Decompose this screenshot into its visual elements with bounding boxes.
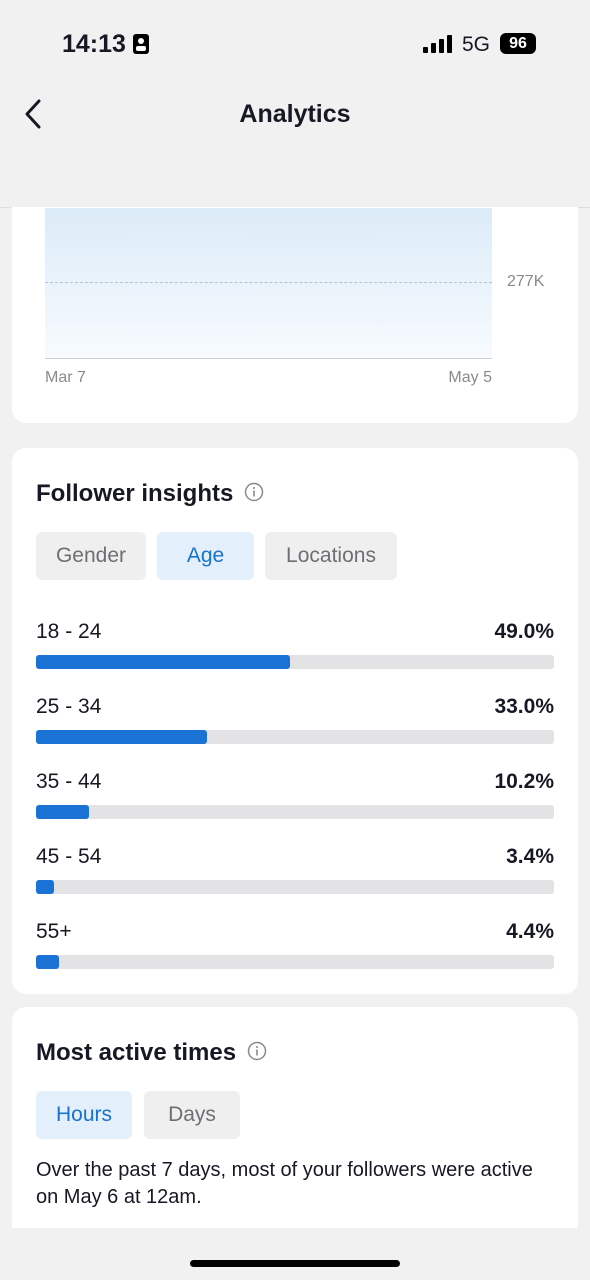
section-title: Follower insights xyxy=(36,480,264,508)
bar xyxy=(36,655,290,669)
age-percentage: 3.4% xyxy=(506,845,554,868)
bar xyxy=(36,805,89,819)
bar-track xyxy=(36,730,554,744)
x-axis xyxy=(45,358,492,359)
signal-icon xyxy=(423,35,452,53)
section-title-text: Most active times xyxy=(36,1039,237,1066)
filter-chip[interactable]: Locations xyxy=(265,532,397,580)
age-percentage: 49.0% xyxy=(494,620,554,643)
description: Over the past 7 days, most of your follo… xyxy=(36,1159,533,1208)
back-button[interactable] xyxy=(22,98,46,130)
bar xyxy=(36,955,59,969)
battery: 96 xyxy=(500,33,536,54)
bar xyxy=(36,730,207,744)
age-label: 35 - 44 xyxy=(36,770,102,793)
battery-level: 96 xyxy=(509,35,527,52)
status-time: 14:13 xyxy=(62,30,126,58)
bar-track xyxy=(36,655,554,669)
info-icon[interactable] xyxy=(244,482,264,502)
filter-chip[interactable]: Gender xyxy=(36,532,146,580)
bar-track xyxy=(36,805,554,819)
age-percentage: 10.2% xyxy=(494,770,554,793)
age-label: 45 - 54 xyxy=(36,845,102,868)
grid-line xyxy=(45,282,492,283)
insights-card xyxy=(12,448,578,994)
section-title: Most active times xyxy=(36,1039,267,1067)
chart-area xyxy=(45,208,492,358)
filter-chip[interactable]: Hours xyxy=(36,1091,132,1139)
y-label: 277K xyxy=(507,273,545,290)
age-label: 18 - 24 xyxy=(36,620,102,643)
bar-track xyxy=(36,955,554,969)
bar xyxy=(36,880,54,894)
tab-bar-bg xyxy=(0,150,590,207)
x-label: Mar 7 xyxy=(45,369,86,386)
page-title: Analytics xyxy=(239,100,351,128)
status-icon xyxy=(133,34,149,54)
home-indicator xyxy=(190,1260,400,1267)
filter-chip[interactable]: Days xyxy=(144,1091,240,1139)
age-percentage: 33.0% xyxy=(494,695,554,718)
age-percentage: 4.4% xyxy=(506,920,554,943)
age-label: 55+ xyxy=(36,920,72,943)
x-label: May 5 xyxy=(448,369,492,386)
age-label: 25 - 34 xyxy=(36,695,102,718)
filter-chip[interactable]: Age xyxy=(157,532,254,580)
network-label: 5G xyxy=(462,33,491,56)
section-title-text: Follower insights xyxy=(36,480,234,507)
bar-track xyxy=(36,880,554,894)
info-icon[interactable] xyxy=(247,1041,267,1061)
